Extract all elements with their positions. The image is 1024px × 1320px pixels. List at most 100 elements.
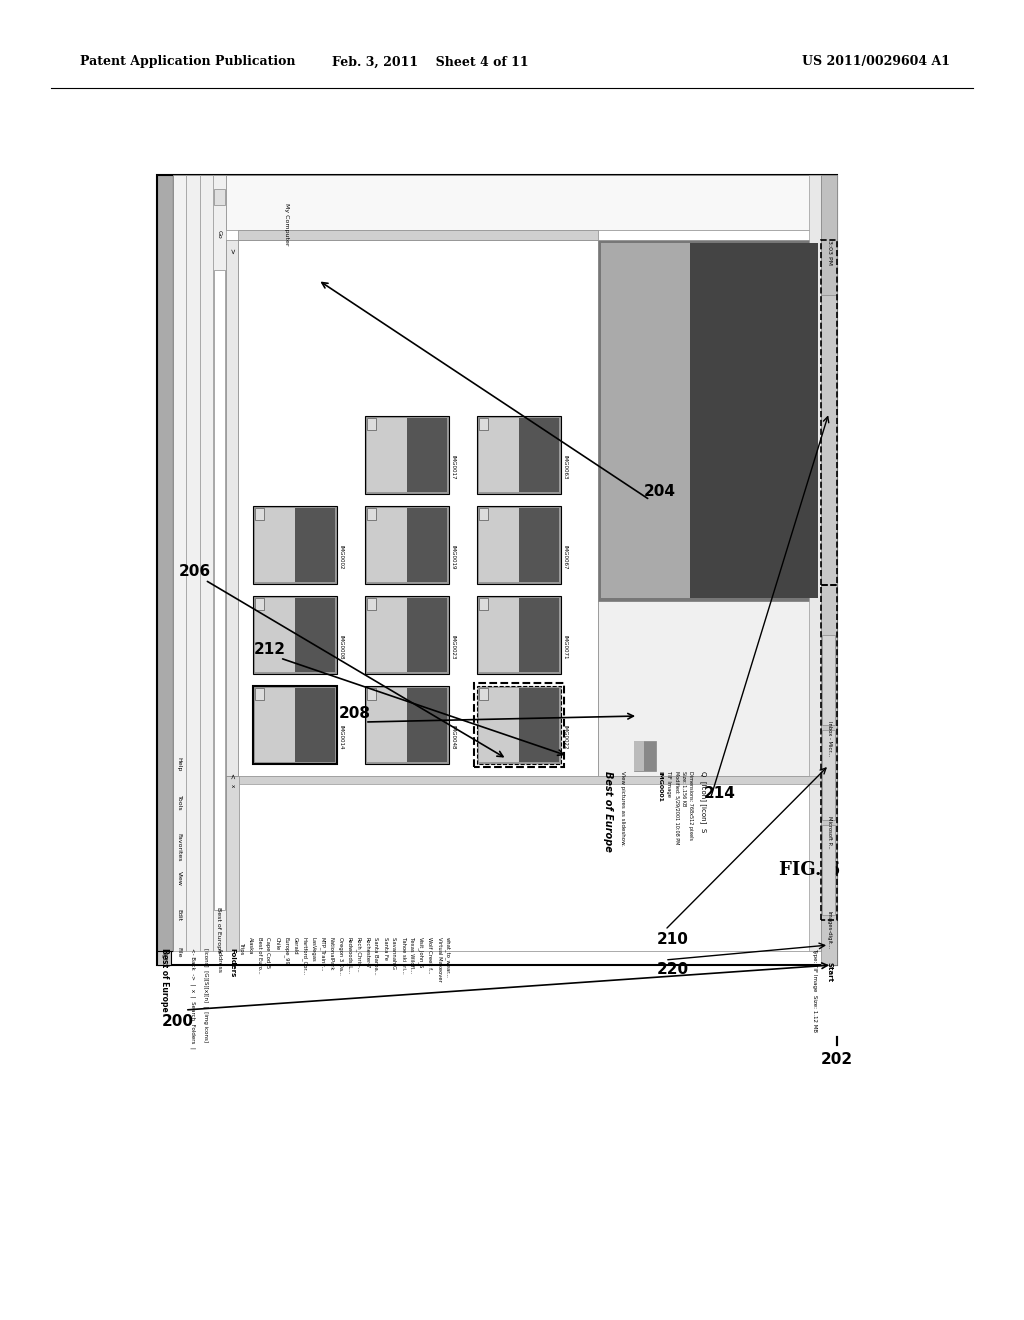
Text: IMG0063: IMG0063: [562, 455, 567, 479]
Text: 3:03 PM: 3:03 PM: [826, 240, 831, 265]
Polygon shape: [407, 508, 447, 582]
Text: US 2011/0029604 A1: US 2011/0029604 A1: [802, 55, 950, 69]
Polygon shape: [365, 597, 449, 675]
Text: IMG0008: IMG0008: [339, 635, 343, 660]
Text: IMG0022: IMG0022: [562, 725, 567, 750]
Polygon shape: [477, 597, 561, 675]
Text: Size: 1,156 KB: Size: 1,156 KB: [682, 771, 686, 807]
Polygon shape: [407, 688, 447, 762]
Polygon shape: [253, 506, 337, 583]
Text: Q  [icon] [icon]  S: Q [icon] [icon] S: [699, 771, 707, 832]
Text: Oregon 3 Da...: Oregon 3 Da...: [338, 937, 342, 975]
Polygon shape: [822, 730, 835, 820]
Text: IMG0071: IMG0071: [562, 635, 567, 660]
Polygon shape: [809, 176, 821, 950]
Text: 212: 212: [254, 643, 286, 657]
Text: Best of Europe: Best of Europe: [216, 907, 221, 953]
Polygon shape: [598, 240, 821, 601]
Text: Best of Europe: Best of Europe: [603, 771, 613, 851]
Text: Santa Fe: Santa Fe: [383, 937, 387, 960]
Text: IMG0023: IMG0023: [451, 635, 456, 660]
Polygon shape: [634, 741, 644, 771]
Polygon shape: [367, 418, 407, 492]
Polygon shape: [519, 688, 559, 762]
Text: Patent Application Publication: Patent Application Publication: [80, 55, 296, 69]
Text: IMG0048: IMG0048: [451, 725, 456, 750]
Text: View pictures as slideshow.: View pictures as slideshow.: [620, 771, 625, 846]
Text: Start: Start: [826, 962, 831, 982]
Text: x: x: [161, 964, 167, 968]
Text: Savannah G: Savannah G: [391, 937, 396, 969]
Polygon shape: [255, 598, 264, 610]
Text: MTP_Trainir...: MTP_Trainir...: [319, 937, 325, 972]
Polygon shape: [255, 598, 295, 672]
Polygon shape: [226, 240, 238, 776]
Polygon shape: [157, 176, 173, 950]
Polygon shape: [238, 240, 598, 776]
Polygon shape: [295, 598, 335, 672]
Polygon shape: [255, 688, 295, 762]
Text: 204: 204: [644, 484, 676, 499]
Text: NationalPark: NationalPark: [329, 937, 334, 970]
Polygon shape: [367, 508, 407, 582]
Polygon shape: [477, 416, 561, 494]
Text: 206: 206: [179, 565, 211, 579]
Text: Hartford_Cor...: Hartford_Cor...: [301, 937, 307, 975]
Polygon shape: [479, 418, 488, 430]
Text: LasVegas: LasVegas: [310, 937, 315, 962]
Text: Modified: 5/29/2001 10:08 PM: Modified: 5/29/2001 10:08 PM: [675, 771, 680, 845]
Text: 220: 220: [657, 962, 689, 978]
Text: Tahoe ski tri...: Tahoe ski tri...: [400, 937, 406, 974]
Text: 214: 214: [705, 785, 736, 800]
Text: [icons]  [G][S][x][n]  |  [img icons]: [icons] [G][S][x][n] | [img icons]: [203, 948, 209, 1041]
Text: Type: TIF Image  Size: 1.12 MB: Type: TIF Image Size: 1.12 MB: [812, 948, 817, 1032]
Polygon shape: [255, 688, 264, 700]
Polygon shape: [367, 688, 407, 762]
Text: Trips: Trips: [239, 942, 244, 956]
Polygon shape: [479, 688, 519, 762]
Polygon shape: [226, 776, 821, 950]
Polygon shape: [519, 508, 559, 582]
Polygon shape: [479, 508, 519, 582]
Text: Alaska: Alaska: [248, 937, 253, 954]
Text: Europe_99: Europe_99: [284, 937, 289, 965]
Text: IMG0067: IMG0067: [562, 545, 567, 569]
Polygon shape: [407, 418, 447, 492]
Polygon shape: [367, 598, 376, 610]
Text: Best of Euro...: Best of Euro...: [256, 937, 261, 974]
Polygon shape: [365, 686, 449, 764]
Text: IMG0001: IMG0001: [657, 771, 663, 803]
Text: IMG0002: IMG0002: [339, 545, 343, 569]
Text: View: View: [176, 871, 181, 886]
Polygon shape: [226, 776, 239, 950]
Text: <: <: [229, 774, 234, 779]
Polygon shape: [367, 598, 407, 672]
Text: Folders: Folders: [229, 948, 236, 977]
Polygon shape: [226, 176, 821, 230]
Polygon shape: [477, 686, 561, 764]
Polygon shape: [239, 776, 821, 784]
Text: TIF Image: TIF Image: [667, 771, 672, 797]
Text: Microsoft P...: Microsoft P...: [826, 816, 831, 849]
Polygon shape: [821, 176, 837, 294]
Polygon shape: [479, 688, 488, 700]
Polygon shape: [186, 176, 200, 950]
Text: Visit_John_S: Visit_John_S: [418, 937, 424, 969]
Polygon shape: [601, 243, 690, 598]
Polygon shape: [367, 688, 376, 700]
Polygon shape: [367, 508, 376, 520]
Polygon shape: [634, 741, 656, 771]
Text: My Computer: My Computer: [284, 203, 289, 246]
Text: 200: 200: [162, 1015, 194, 1030]
Polygon shape: [214, 189, 225, 205]
Text: File: File: [176, 946, 181, 957]
Text: Best of Europe: Best of Europe: [161, 948, 170, 1011]
Polygon shape: [214, 271, 225, 909]
Polygon shape: [407, 598, 447, 672]
Text: IMG0019: IMG0019: [451, 545, 456, 569]
Text: Santa Barba...: Santa Barba...: [374, 937, 379, 974]
Polygon shape: [295, 688, 335, 762]
Polygon shape: [255, 508, 264, 520]
Text: Rochester-7: Rochester-7: [365, 937, 370, 969]
Text: Tools: Tools: [176, 795, 181, 810]
